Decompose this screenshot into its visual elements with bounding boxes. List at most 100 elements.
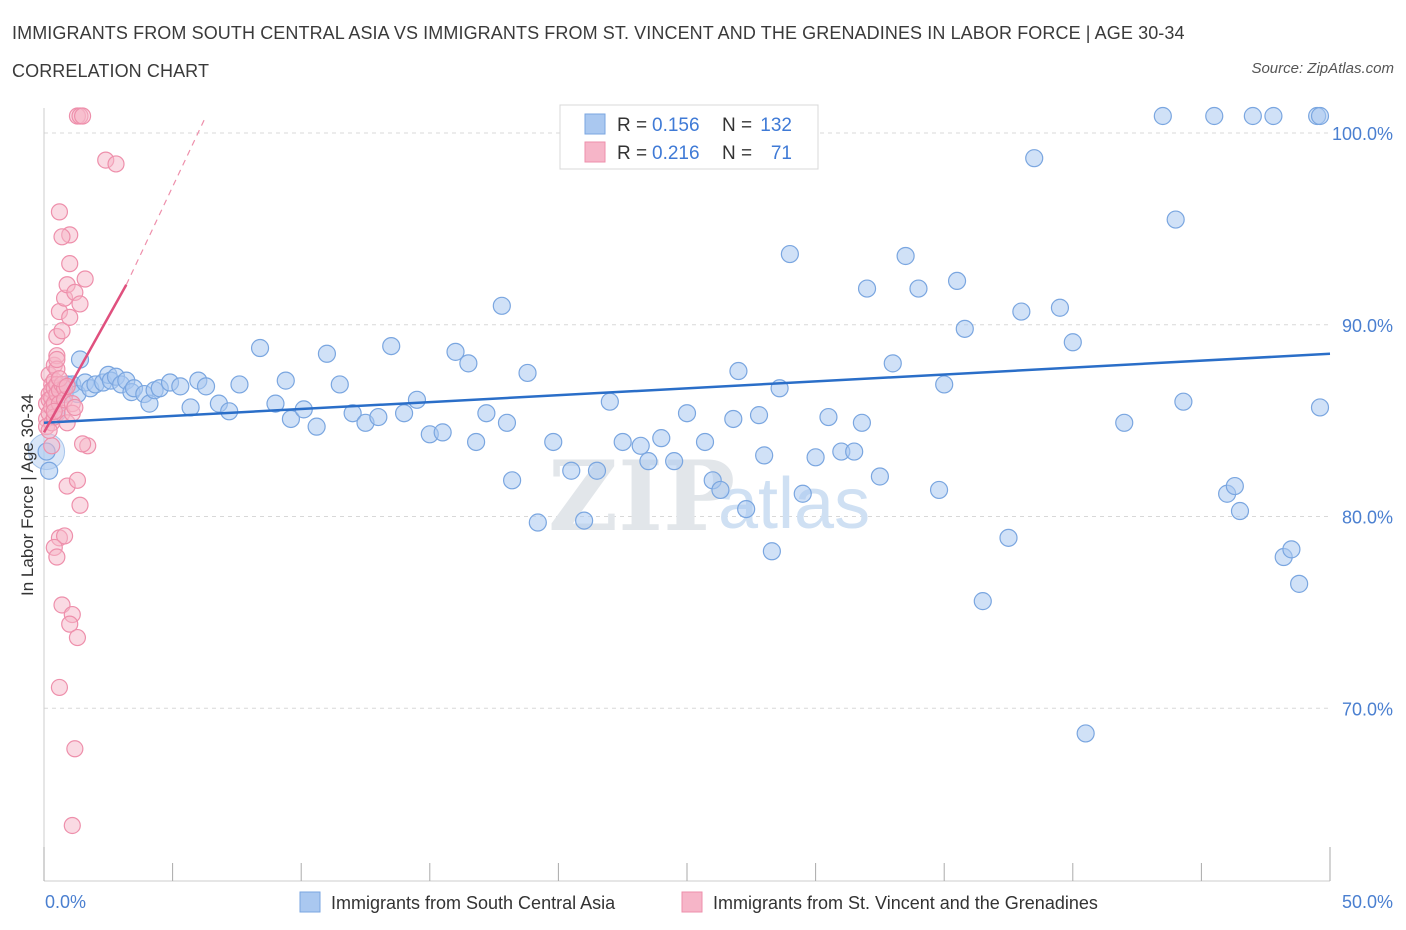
scatter-point-pink <box>55 527 74 545</box>
scatter-point-blue <box>250 338 270 358</box>
bottom-legend-label-blue: Immigrants from South Central Asia <box>331 893 616 913</box>
source-note: Source: ZipAtlas.com <box>1251 60 1394 77</box>
legend-n-value-blue: 132 <box>760 115 792 136</box>
scatter-point-blue <box>677 404 697 423</box>
scatter-point-blue <box>307 417 326 436</box>
scatter-point-pink <box>50 203 69 221</box>
scatter-point-blue <box>171 377 190 396</box>
scatter-point-blue <box>929 480 949 500</box>
y-tick-label: 70.0% <box>1342 699 1393 719</box>
legend-swatch-pink <box>584 141 606 163</box>
legend-r-label-pink: R = <box>617 143 647 164</box>
scatter-point-blue <box>343 404 362 423</box>
scatter-point-pink <box>68 628 87 647</box>
bottom-legend-swatch-pink <box>681 891 703 913</box>
scatter-point-blue <box>575 511 594 530</box>
scatter-point-pink <box>71 496 89 514</box>
legend-swatch-blue <box>584 113 606 135</box>
scatter-point-pink <box>71 295 89 313</box>
scatter-point-blue <box>1243 106 1262 126</box>
scatter-point-blue <box>973 592 992 611</box>
scatter-point-pink <box>50 678 69 697</box>
scatter-point-blue <box>737 499 756 519</box>
scatter-point-blue <box>999 528 1018 547</box>
scatter-point-pink <box>43 437 61 455</box>
y-tick-labels: 100.0% 90.0% 80.0% 70.0% <box>1332 124 1393 719</box>
scatter-point-blue <box>724 409 743 429</box>
scatter-point-blue <box>266 394 285 413</box>
scatter-point-blue <box>1166 210 1185 229</box>
scatter-point-blue <box>780 244 799 264</box>
scatter-point-blue <box>330 375 349 394</box>
scatter-point-blue <box>1174 392 1193 411</box>
scatter-point-blue <box>446 342 465 361</box>
scatter-point-blue <box>695 432 715 452</box>
scatter-point-blue <box>528 513 547 532</box>
scatter-point-blue <box>870 467 890 486</box>
bottom-legend-label-pink: Immigrants from St. Vincent and the Gren… <box>713 893 1098 913</box>
scatter-point-pink <box>61 615 79 633</box>
scatter-point-blue <box>1310 106 1330 126</box>
scatter-point-blue <box>1230 501 1250 521</box>
scatter-point-blue <box>276 371 295 390</box>
scatter-point-blue <box>852 413 871 432</box>
scatter-point-blue <box>665 452 684 471</box>
scatter-point-blue <box>819 407 838 427</box>
scatter-point-blue <box>1115 413 1134 432</box>
scatter-point-blue <box>562 461 581 480</box>
scatter-point-blue <box>1225 476 1244 496</box>
scatter-point-blue <box>652 429 671 448</box>
scatter-point-blue <box>909 279 928 298</box>
scatter-point-blue <box>1205 106 1224 126</box>
trend-line-pink-extension <box>125 115 207 285</box>
trend-lines <box>42 115 1331 433</box>
scatter-point-blue <box>857 279 877 298</box>
legend-box: R = 0.156 N = 132 R = 0.216 N = 71 <box>559 104 819 170</box>
scatter-point-blue <box>613 432 632 452</box>
scatter-point-blue <box>587 461 607 480</box>
scatter-point-pink <box>53 228 71 246</box>
scatter-point-pink <box>76 270 94 288</box>
scatter-point-blue <box>631 436 650 455</box>
scatter-point-blue <box>503 471 522 490</box>
trend-line-blue <box>43 352 1331 425</box>
bottom-legend-swatch-blue <box>299 891 321 913</box>
y-axis-title: In Labor Force | Age 30-34 <box>18 394 37 596</box>
scatter-point-blue <box>394 404 414 423</box>
scatter-point-blue <box>896 246 915 266</box>
trend-line-pink <box>42 284 128 433</box>
scatter-point-blue <box>466 432 486 452</box>
scatter-point-blue <box>793 484 812 503</box>
scatter-point-pink <box>48 548 66 566</box>
scatter-point-blue <box>729 361 748 381</box>
scatter-point-pink <box>73 107 92 125</box>
scatter-point-blue <box>755 446 774 465</box>
scatter-point-blue <box>492 296 511 315</box>
scatter-point-blue <box>369 407 388 427</box>
scatter-point-blue <box>518 363 537 383</box>
scatter-point-blue <box>1050 298 1070 317</box>
scatter-point-blue <box>459 354 478 373</box>
legend-r-value-blue: 0.156 <box>652 115 700 136</box>
scatter-point-blue <box>1076 724 1095 743</box>
scatter-point-pink <box>61 308 79 326</box>
scatter-point-pink <box>66 398 84 417</box>
legend-r-value-pink: 0.216 <box>652 143 700 164</box>
scatter-point-pink <box>61 255 79 273</box>
y-tick-label: 100.0% <box>1332 124 1393 144</box>
x-tick-label-min: 0.0% <box>45 892 86 912</box>
scatter-point-blue <box>1264 106 1283 126</box>
legend-n-value-pink: 71 <box>771 143 792 164</box>
scatter-point-blue <box>711 480 730 500</box>
scatter-point-blue <box>40 461 59 480</box>
scatter-point-blue <box>544 432 563 452</box>
legend-r-label-blue: R = <box>617 115 647 136</box>
scatter-point-blue <box>1290 574 1309 593</box>
scatter-point-pink <box>53 322 71 340</box>
scatter-point-pink <box>107 155 125 173</box>
scatter-point-blue <box>407 390 427 409</box>
scatter-point-pink <box>73 435 92 453</box>
scatter-point-blue <box>600 392 619 411</box>
scatter-point-blue <box>749 406 769 425</box>
scatter-point-blue <box>947 271 967 291</box>
